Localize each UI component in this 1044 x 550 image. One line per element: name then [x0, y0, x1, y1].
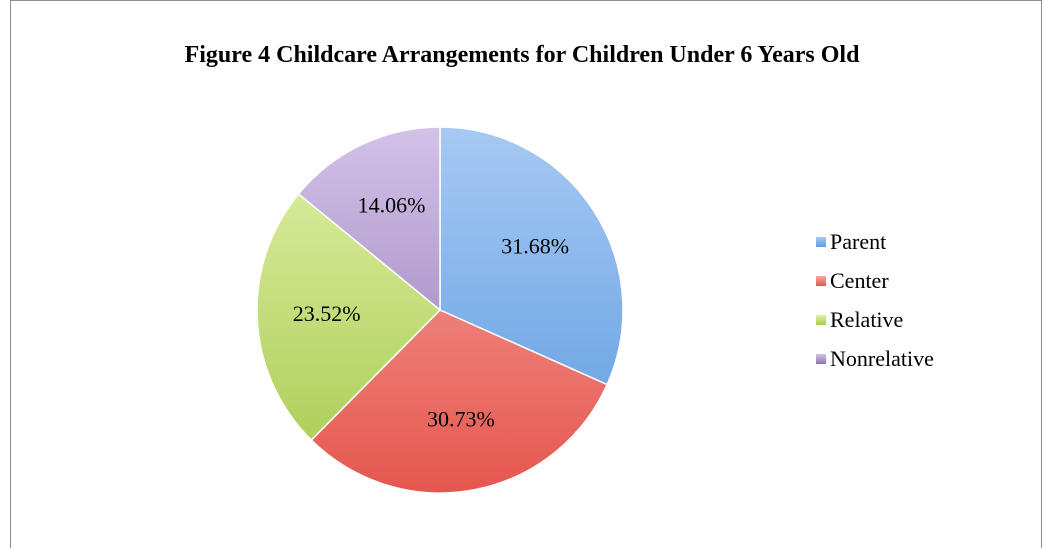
legend-item-relative: Relative	[816, 306, 934, 334]
slice-label-nonrelative: 14.06%	[358, 192, 426, 217]
legend-swatch	[816, 315, 826, 325]
legend-swatch	[816, 354, 826, 364]
legend-swatch	[816, 237, 826, 247]
slice-label-parent: 31.68%	[501, 233, 569, 258]
chart-title: Figure 4 Childcare Arrangements for Chil…	[184, 42, 860, 68]
slice-label-relative: 23.52%	[293, 301, 361, 326]
legend-label: Relative	[830, 307, 904, 332]
legend-label: Center	[830, 268, 889, 293]
legend-label: Parent	[830, 229, 887, 254]
legend: Parent Center Relative Nonrelative	[816, 228, 934, 384]
pie-slice-nonrelative	[297, 126, 441, 312]
legend-label: Nonrelative	[830, 346, 934, 371]
pie-slice-center	[310, 309, 609, 494]
legend-item-center: Center	[816, 267, 934, 295]
legend-swatch	[816, 276, 826, 286]
pie-slice-parent	[439, 126, 624, 386]
legend-item-parent: Parent	[816, 228, 934, 256]
slice-label-center: 30.73%	[427, 407, 495, 432]
legend-item-nonrelative: Nonrelative	[816, 345, 934, 373]
pie-slice-relative	[256, 192, 442, 442]
